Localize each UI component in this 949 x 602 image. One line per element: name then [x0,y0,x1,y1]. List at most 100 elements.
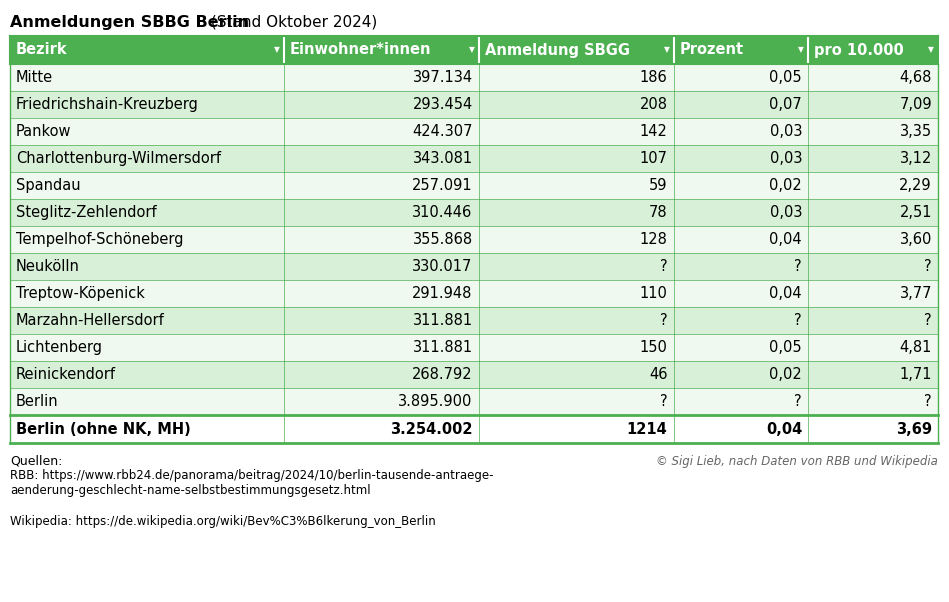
Bar [10,199,938,226]
Text: Lichtenberg: Lichtenberg [16,340,103,355]
Text: Wikipedia: https://de.wikipedia.org/wiki/Bev%C3%B6lkerung_von_Berlin: Wikipedia: https://de.wikipedia.org/wiki… [10,515,436,527]
Text: 310.446: 310.446 [413,205,473,220]
Bar [10,280,938,307]
Text: Anmeldungen SBBG Berlin: Anmeldungen SBBG Berlin [10,14,250,29]
Text: 0,04: 0,04 [770,286,802,301]
Text: Pankow: Pankow [16,124,71,139]
Text: 3.254.002: 3.254.002 [390,421,473,436]
Text: 0,05: 0,05 [770,70,802,85]
Bar [478,36,674,64]
Text: ?: ? [924,313,932,328]
Text: 0,03: 0,03 [770,124,802,139]
Text: 343.081: 343.081 [413,151,473,166]
Text: Steglitz-Zehlendorf: Steglitz-Zehlendorf [16,205,157,220]
Text: ?: ? [660,394,667,409]
Text: 3,77: 3,77 [900,286,932,301]
Text: 0,04: 0,04 [766,421,802,436]
Text: 2,29: 2,29 [900,178,932,193]
Text: 3.895.900: 3.895.900 [399,394,473,409]
Text: Charlottenburg-Wilmersdorf: Charlottenburg-Wilmersdorf [16,151,221,166]
Text: Quellen:: Quellen: [10,455,63,468]
Text: pro 10.000: pro 10.000 [814,43,903,58]
Text: Mitte: Mitte [16,70,53,85]
Text: 186: 186 [640,70,667,85]
Bar [10,388,938,415]
Text: 78: 78 [649,205,667,220]
Text: 424.307: 424.307 [412,124,473,139]
Text: Prozent: Prozent [679,43,744,58]
Text: 0,02: 0,02 [770,178,802,193]
Text: ?: ? [794,394,802,409]
Text: 268.792: 268.792 [412,367,473,382]
Text: 397.134: 397.134 [413,70,473,85]
Bar [10,253,938,280]
Text: Tempelhof-Schöneberg: Tempelhof-Schöneberg [16,232,183,247]
Text: © Sigi Lieb, nach Daten von RBB und Wikipedia: © Sigi Lieb, nach Daten von RBB und Wiki… [656,455,938,468]
Text: Anmeldung SBGG: Anmeldung SBGG [485,43,629,58]
Text: 2,51: 2,51 [900,205,932,220]
Text: 110: 110 [640,286,667,301]
Text: ▼: ▼ [928,46,934,55]
Bar [674,36,809,64]
Text: 3,60: 3,60 [900,232,932,247]
Text: 7,09: 7,09 [900,97,932,112]
Text: Spandau: Spandau [16,178,81,193]
Text: 0,03: 0,03 [770,151,802,166]
Text: 150: 150 [640,340,667,355]
Bar [10,415,938,443]
Text: 0,04: 0,04 [770,232,802,247]
Text: 355.868: 355.868 [413,232,473,247]
Text: ?: ? [794,313,802,328]
Text: 3,69: 3,69 [896,421,932,436]
Text: Einwohner*innen: Einwohner*innen [289,43,431,58]
Text: ▼: ▼ [798,46,804,55]
Text: 257.091: 257.091 [412,178,473,193]
Text: Marzahn-Hellersdorf: Marzahn-Hellersdorf [16,313,165,328]
Text: 0,03: 0,03 [770,205,802,220]
Text: Berlin (ohne NK, MH): Berlin (ohne NK, MH) [16,421,191,436]
Bar [10,334,938,361]
Text: 208: 208 [640,97,667,112]
Text: RBB: https://www.rbb24.de/panorama/beitrag/2024/10/berlin-tausende-antraege-
aen: RBB: https://www.rbb24.de/panorama/beitr… [10,469,493,497]
Text: 291.948: 291.948 [412,286,473,301]
Text: 293.454: 293.454 [413,97,473,112]
Bar [10,361,938,388]
Text: Neukölln: Neukölln [16,259,80,274]
Bar [10,64,938,91]
Text: Berlin: Berlin [16,394,59,409]
Bar [809,36,938,64]
Text: 4,81: 4,81 [900,340,932,355]
Text: 128: 128 [640,232,667,247]
Text: 59: 59 [649,178,667,193]
Text: Friedrichshain-Kreuzberg: Friedrichshain-Kreuzberg [16,97,199,112]
Bar [10,172,938,199]
Text: ▼: ▼ [469,46,474,55]
Text: ?: ? [660,313,667,328]
Text: 107: 107 [640,151,667,166]
Text: 311.881: 311.881 [413,313,473,328]
Text: ?: ? [924,259,932,274]
Bar [10,118,938,145]
Text: 46: 46 [649,367,667,382]
Text: (Stand Oktober 2024): (Stand Oktober 2024) [206,14,378,29]
Text: Bezirk: Bezirk [16,43,67,58]
Text: 142: 142 [640,124,667,139]
Bar [10,36,284,64]
Text: 0,02: 0,02 [770,367,802,382]
Text: 330.017: 330.017 [412,259,473,274]
Text: 0,07: 0,07 [770,97,802,112]
Bar [10,91,938,118]
Bar [10,226,938,253]
Text: ?: ? [660,259,667,274]
Text: 1,71: 1,71 [900,367,932,382]
Text: Treptow-Köpenick: Treptow-Köpenick [16,286,145,301]
Text: ▼: ▼ [663,46,669,55]
Text: 311.881: 311.881 [413,340,473,355]
Text: ▼: ▼ [273,46,280,55]
Bar [284,36,478,64]
Text: 4,68: 4,68 [900,70,932,85]
Text: ?: ? [794,259,802,274]
Text: 1214: 1214 [626,421,667,436]
Text: ?: ? [924,394,932,409]
Bar [10,307,938,334]
